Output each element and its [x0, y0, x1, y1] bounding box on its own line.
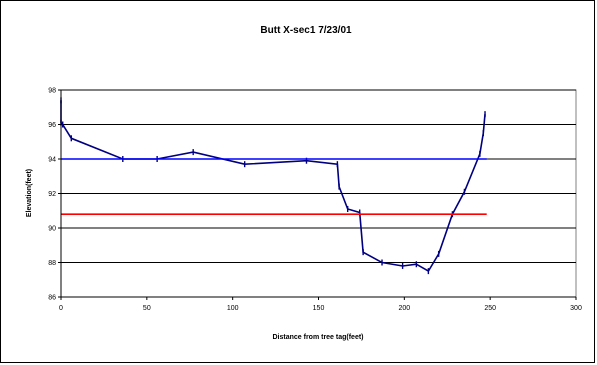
y-tick-label: 98: [48, 88, 56, 95]
axes: [58, 89, 577, 300]
x-tick-label: 0: [59, 305, 63, 312]
x-tick-label: 250: [484, 305, 496, 312]
x-tick-label: 300: [570, 305, 582, 312]
x-tick-label: 200: [398, 305, 410, 312]
y-axis-label: Elevation(feet): [26, 169, 33, 217]
x-tick-label: 100: [227, 305, 239, 312]
y-tick-label: 86: [48, 295, 56, 302]
series-line: [60, 100, 486, 273]
tick-labels: 86 88 90 92 94 96 98 0 50 100 150 200 250 300: [48, 88, 582, 313]
series-layer: [60, 97, 487, 275]
gridlines: [61, 89, 576, 263]
y-tick-label: 96: [48, 122, 56, 129]
y-tick-label: 94: [48, 157, 56, 164]
y-tick-label: 90: [48, 226, 56, 233]
x-tick-label: 50: [143, 305, 151, 312]
chart-title: Butt X-sec1 7/23/01: [260, 25, 352, 36]
y-tick-label: 88: [48, 260, 56, 267]
x-axis-label: Distance from tree tag(feet): [272, 334, 363, 341]
y-tick-label: 92: [48, 191, 56, 198]
x-tick-label: 150: [313, 305, 325, 312]
